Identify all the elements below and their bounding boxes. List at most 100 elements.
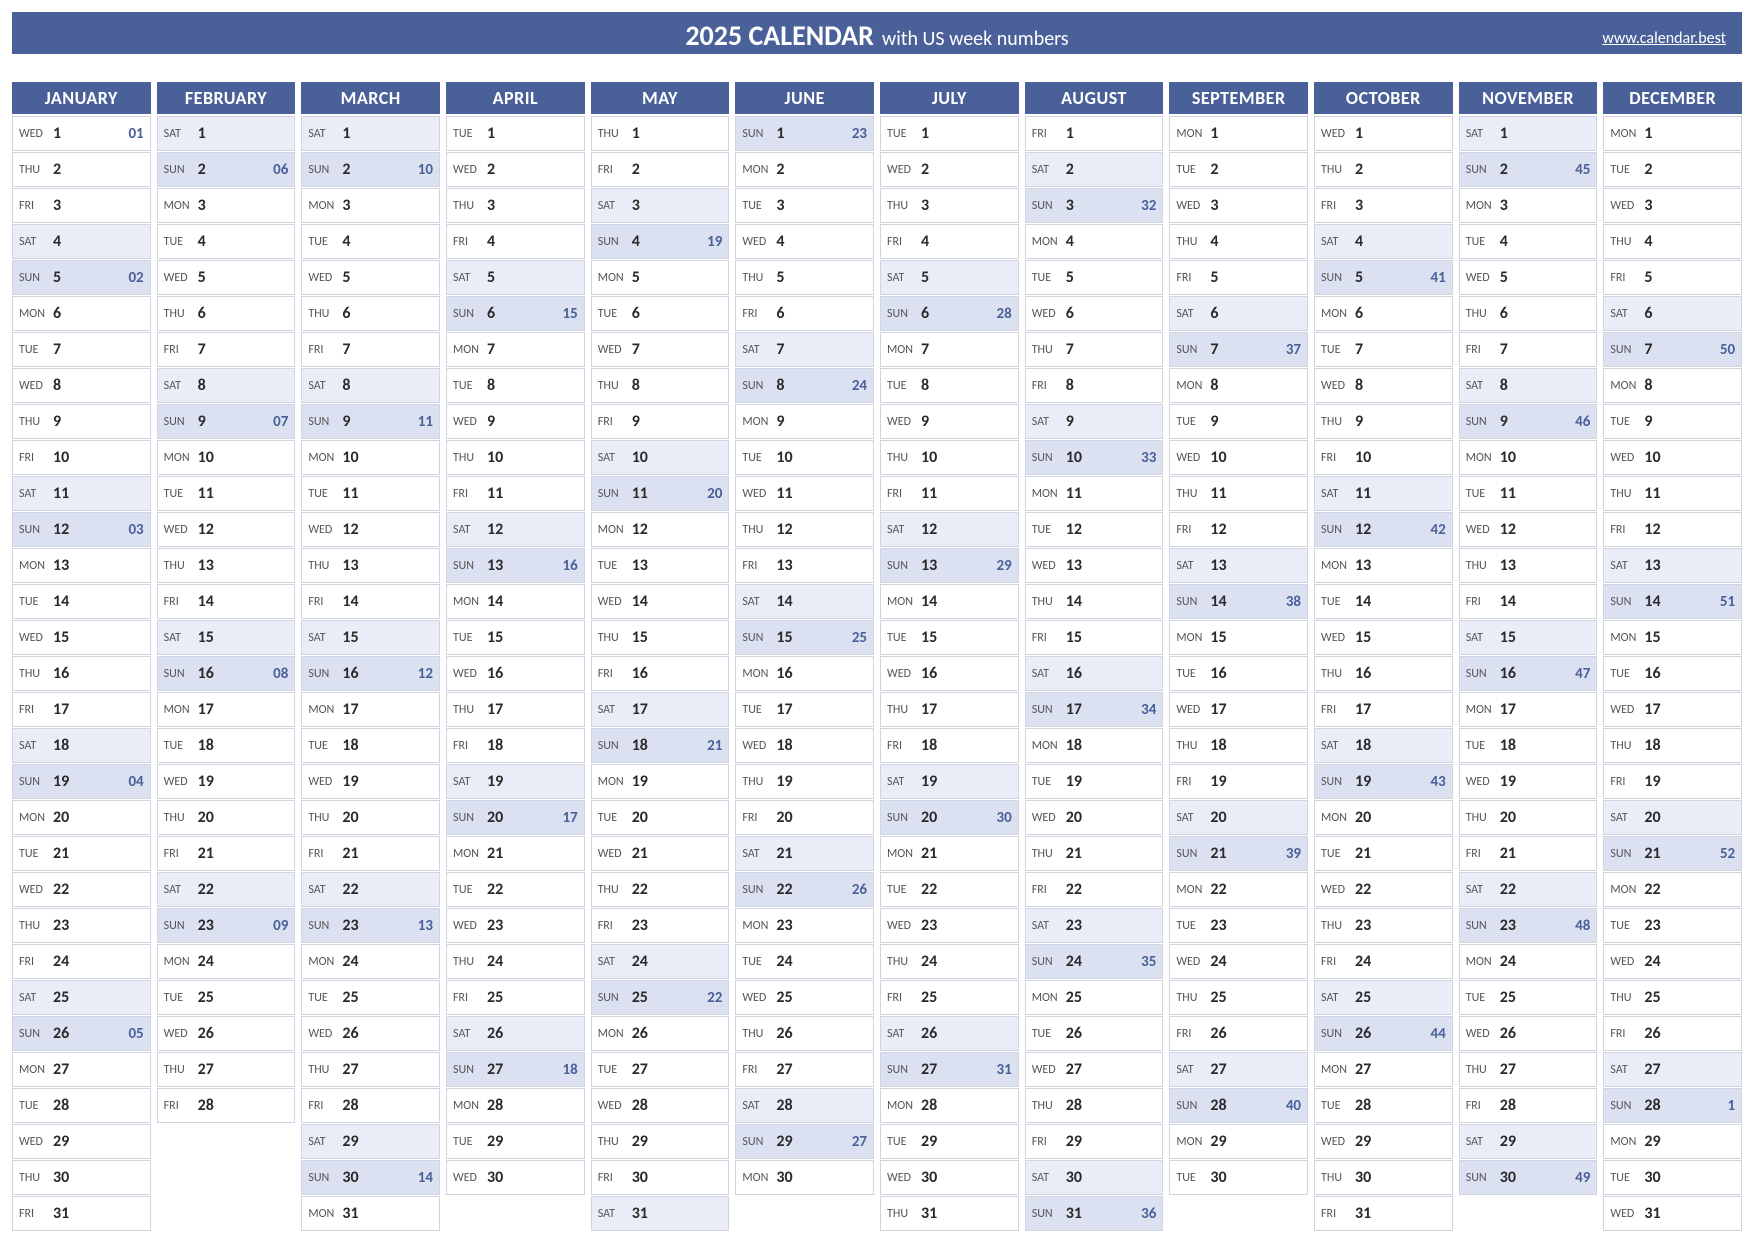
day-number: 6 — [1644, 304, 1652, 323]
day-cell: WED22 — [12, 872, 151, 907]
day-of-week: THU — [19, 919, 53, 933]
day-of-week: SAT — [453, 523, 487, 537]
day-of-week: WED — [19, 379, 53, 393]
day-cell: SUN1612 — [301, 656, 440, 691]
day-cell: TUE20 — [591, 800, 730, 835]
day-cell: SUN1242 — [1314, 512, 1453, 547]
day-of-week: SAT — [887, 775, 921, 789]
day-number: 15 — [487, 628, 503, 647]
day-of-week: FRI — [19, 1207, 53, 1221]
day-number: 22 — [1066, 880, 1082, 899]
day-cell: THU30 — [1314, 1160, 1453, 1195]
day-of-week: SUN — [453, 1063, 487, 1077]
week-number: 45 — [1575, 161, 1590, 179]
day-number: 9 — [1500, 412, 1508, 431]
month-header: APRIL — [446, 82, 585, 114]
day-number: 13 — [342, 556, 358, 575]
day-cell: SUN2718 — [446, 1052, 585, 1087]
day-of-week: SAT — [1032, 163, 1066, 177]
day-of-week: FRI — [742, 811, 776, 825]
day-cell: MON1 — [1603, 116, 1742, 151]
day-of-week: SAT — [1610, 307, 1644, 321]
day-of-week: WED — [598, 343, 632, 357]
day-cell: FRI7 — [157, 332, 296, 367]
day-cell: SAT1 — [1459, 116, 1598, 151]
day-of-week: FRI — [598, 667, 632, 681]
day-cell: SUN2139 — [1169, 836, 1308, 871]
day-number: 12 — [921, 520, 937, 539]
day-number: 30 — [921, 1168, 937, 1187]
day-of-week: FRI — [1610, 523, 1644, 537]
day-of-week: TUE — [887, 631, 921, 645]
day-cell: THU16 — [12, 656, 151, 691]
day-number: 27 — [1066, 1060, 1082, 1079]
day-of-week: FRI — [742, 559, 776, 573]
day-number: 31 — [1066, 1204, 1082, 1223]
day-cell: WED17 — [1169, 692, 1308, 727]
day-of-week: WED — [453, 667, 487, 681]
day-cell: FRI2 — [591, 152, 730, 187]
source-link[interactable]: www.calendar.best — [1602, 29, 1726, 48]
day-cell: FRI4 — [446, 224, 585, 259]
day-of-week: MON — [308, 1207, 342, 1221]
day-of-week: TUE — [1321, 595, 1355, 609]
day-number: 11 — [1210, 484, 1226, 503]
day-cell: THU6 — [1459, 296, 1598, 331]
day-cell: FRI28 — [1459, 1088, 1598, 1123]
day-cell: MON24 — [157, 944, 296, 979]
day-cell: SUN2840 — [1169, 1088, 1308, 1123]
day-cell: SUN1821 — [591, 728, 730, 763]
day-number: 21 — [487, 844, 503, 863]
day-number: 12 — [1500, 520, 1516, 539]
day-cell: MON26 — [591, 1016, 730, 1051]
day-cell: FRI5 — [1169, 260, 1308, 295]
day-of-week: FRI — [1610, 775, 1644, 789]
day-of-week: THU — [1321, 919, 1355, 933]
day-cell: SUN2030 — [880, 800, 1019, 835]
day-of-week: MON — [19, 559, 53, 573]
day-number: 19 — [1644, 772, 1660, 791]
day-cell: SUN281 — [1603, 1088, 1742, 1123]
day-cell: THU17 — [880, 692, 1019, 727]
day-number: 3 — [1066, 196, 1074, 215]
day-of-week: SAT — [742, 1099, 776, 1113]
day-of-week: WED — [453, 415, 487, 429]
day-number: 16 — [53, 664, 69, 683]
day-cell: FRI9 — [591, 404, 730, 439]
day-cell: WED14 — [591, 584, 730, 619]
day-of-week: TUE — [1176, 415, 1210, 429]
day-of-week: SUN — [19, 775, 53, 789]
day-of-week: TUE — [1032, 271, 1066, 285]
day-number: 4 — [921, 232, 929, 251]
day-number: 19 — [1355, 772, 1371, 791]
day-of-week: MON — [1321, 811, 1355, 825]
day-cell: WED12 — [1459, 512, 1598, 547]
month-column: APRILTUE1WED2THU3FRI4SAT5SUN615MON7TUE8W… — [446, 82, 585, 1196]
day-cell: SAT18 — [12, 728, 151, 763]
day-number: 11 — [1066, 484, 1082, 503]
day-number: 14 — [198, 592, 214, 611]
day-of-week: THU — [598, 1135, 632, 1149]
day-cell: THU21 — [1025, 836, 1164, 871]
day-cell: THU3 — [880, 188, 1019, 223]
day-cell: WED10 — [1603, 440, 1742, 475]
day-of-week: SUN — [1032, 703, 1066, 717]
day-number: 21 — [1210, 844, 1226, 863]
day-number: 5 — [632, 268, 640, 287]
day-of-week: SAT — [1032, 1171, 1066, 1185]
day-of-week: WED — [19, 631, 53, 645]
day-of-week: SAT — [1466, 883, 1500, 897]
day-cell: WED24 — [1169, 944, 1308, 979]
day-of-week: SAT — [1466, 631, 1500, 645]
week-number: 07 — [273, 413, 288, 431]
day-of-week: SUN — [887, 307, 921, 321]
day-of-week: WED — [1321, 379, 1355, 393]
day-of-week: MON — [1610, 631, 1644, 645]
day-of-week: SAT — [19, 991, 53, 1005]
day-number: 1 — [776, 124, 784, 143]
day-number: 4 — [198, 232, 206, 251]
day-cell: SAT26 — [880, 1016, 1019, 1051]
day-number: 15 — [1355, 628, 1371, 647]
day-number: 6 — [342, 304, 350, 323]
day-of-week: MON — [887, 1099, 921, 1113]
